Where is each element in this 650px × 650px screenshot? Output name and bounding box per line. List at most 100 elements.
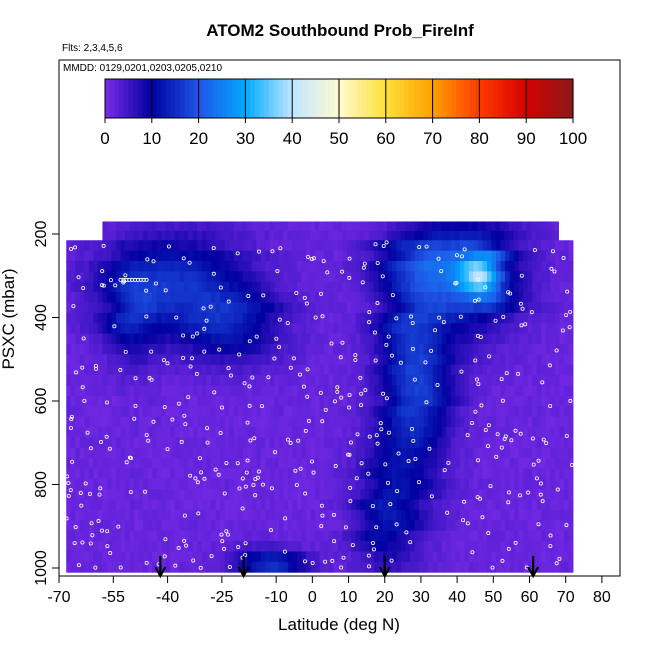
heatmap-cell <box>518 458 524 469</box>
heatmap-cell <box>496 271 502 283</box>
heatmap-cell <box>364 530 370 542</box>
heatmap-cell <box>446 333 452 345</box>
heatmap-cell <box>79 385 85 397</box>
heatmap-cell <box>116 240 122 252</box>
colorbar-cell <box>343 79 349 118</box>
sample-marker <box>523 322 528 327</box>
heatmap-cell <box>437 312 443 324</box>
heatmap-cell <box>328 261 334 272</box>
heatmap-cell <box>437 489 443 501</box>
heatmap-cell <box>179 230 185 241</box>
heatmap-cell <box>496 406 502 418</box>
heatmap-cell <box>428 458 434 469</box>
heatmap-cell <box>333 343 339 355</box>
heatmap-cell <box>568 541 574 552</box>
heatmap-cell <box>111 478 117 490</box>
heatmap-cell <box>333 302 339 314</box>
heatmap-cell <box>459 520 465 532</box>
heatmap-cell <box>161 426 167 438</box>
heatmap-cell <box>260 281 266 293</box>
colorbar-cell <box>446 79 452 118</box>
heatmap-cell <box>541 375 547 386</box>
heatmap-cell <box>527 395 533 407</box>
heatmap-cell <box>491 312 497 324</box>
heatmap-cell <box>518 333 524 345</box>
heatmap-cell <box>554 312 560 324</box>
heatmap-cell <box>386 221 392 232</box>
heatmap-cell <box>401 437 407 449</box>
heatmap-cell <box>378 281 384 293</box>
heatmap-cell <box>369 261 375 272</box>
sample-marker <box>459 254 464 259</box>
heatmap-cell <box>423 354 429 366</box>
heatmap-cell <box>97 406 103 418</box>
heatmap-cell <box>333 530 339 542</box>
heatmap-cell <box>75 333 81 345</box>
colorbar-cell <box>465 79 471 118</box>
heatmap-cell <box>382 426 388 438</box>
heatmap-cell <box>120 447 126 459</box>
heatmap-cell <box>152 323 158 335</box>
heatmap-cell <box>450 230 456 241</box>
heatmap-cell <box>292 302 298 314</box>
heatmap-cell <box>351 292 357 303</box>
heatmap-cell <box>125 447 131 459</box>
heatmap-cell <box>106 250 112 262</box>
heatmap-cell <box>428 323 434 335</box>
heatmap-cell <box>84 395 90 407</box>
heatmap-cell <box>505 333 511 345</box>
heatmap-cell <box>79 312 85 324</box>
heatmap-cell <box>116 468 122 480</box>
heatmap-cell <box>514 312 520 324</box>
heatmap-cell <box>147 437 153 449</box>
heatmap-cell <box>75 447 81 459</box>
sample-marker <box>68 425 73 430</box>
sample-marker <box>395 489 400 494</box>
heatmap-cell <box>201 416 207 428</box>
heatmap-cell <box>468 437 474 449</box>
heatmap-cell <box>532 343 538 355</box>
heatmap-cell <box>170 416 176 428</box>
heatmap-cell <box>269 478 275 490</box>
heatmap-cell <box>459 221 465 232</box>
colorbar-cell <box>474 79 480 118</box>
heatmap-cell <box>328 385 334 397</box>
heatmap-cell <box>138 302 144 314</box>
heatmap-cell <box>188 221 194 232</box>
heatmap-cell <box>401 426 407 438</box>
heatmap-cell <box>242 489 248 501</box>
heatmap-cell <box>156 395 162 407</box>
heatmap-cell <box>441 437 447 449</box>
heatmap-cells <box>66 221 574 573</box>
heatmap-cell <box>255 230 261 241</box>
colorbar-cell <box>231 79 237 118</box>
heatmap-cell <box>355 261 361 272</box>
heatmap-cell <box>201 323 207 335</box>
heatmap-cell <box>355 561 361 573</box>
heatmap-cell <box>134 333 140 345</box>
heatmap-cell <box>459 312 465 324</box>
heatmap-cell <box>505 395 511 407</box>
heatmap-cell <box>233 499 239 511</box>
heatmap-cell <box>333 499 339 511</box>
heatmap-cell <box>459 499 465 511</box>
flights-note: Flts: 2,3,4,5,6 <box>62 43 123 54</box>
heatmap-cell <box>229 426 235 438</box>
heatmap-cell <box>500 468 506 480</box>
heatmap-cell <box>563 354 569 366</box>
heatmap-cell <box>432 364 438 376</box>
heatmap-cell <box>269 489 275 501</box>
heatmap-cell <box>414 302 420 314</box>
heatmap-cell <box>532 561 538 573</box>
sample-marker <box>257 249 262 254</box>
heatmap-cell <box>75 395 81 407</box>
sample-marker <box>96 519 101 524</box>
sample-marker <box>243 541 248 546</box>
heatmap-cell <box>242 437 248 449</box>
heatmap-cell <box>500 240 506 252</box>
sample-marker <box>219 405 224 410</box>
heatmap-cell <box>75 468 81 480</box>
heatmap-cell <box>197 250 203 262</box>
sample-marker <box>329 341 334 346</box>
heatmap-cell <box>373 478 379 490</box>
